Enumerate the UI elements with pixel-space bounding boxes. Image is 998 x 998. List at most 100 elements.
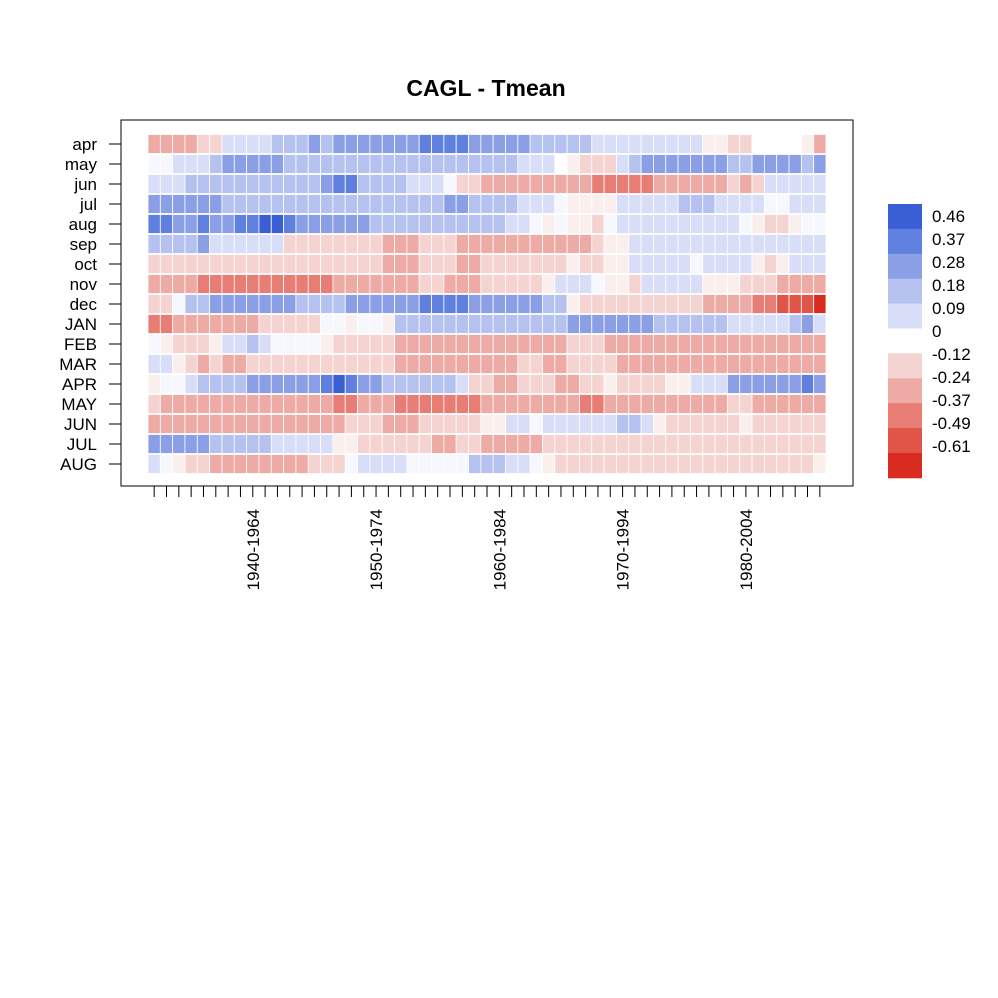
heatmap-cell-jul-18 xyxy=(357,194,371,214)
heatmap-cell-JUN-26 xyxy=(455,414,469,434)
heatmap-cell-oct-23 xyxy=(418,254,432,274)
heatmap-cell-MAY-27 xyxy=(468,394,482,414)
heatmap-cell-apr-43 xyxy=(665,134,679,154)
heatmap-cell-nov-52 xyxy=(776,274,790,294)
heatmap-cell-may-48 xyxy=(726,154,741,174)
heatmap-cell-JUN-43 xyxy=(665,414,679,434)
heatmap-cell-aug-55 xyxy=(813,214,827,234)
heatmap-cell-apr-18 xyxy=(357,134,371,154)
heatmap-cell-AUG-20 xyxy=(381,454,395,474)
heatmap-cell-MAR-26 xyxy=(455,354,469,374)
heatmap-cell-sep-4 xyxy=(184,234,198,254)
heatmap-cell-sep-48 xyxy=(726,234,741,254)
heatmap-cell-apr-24 xyxy=(431,134,445,154)
heatmap-cell-oct-49 xyxy=(739,254,753,274)
heatmap-cell-JUL-28 xyxy=(480,434,494,454)
heatmap-cell-APR-3 xyxy=(172,374,186,394)
legend-label-5: 0.09 xyxy=(932,299,965,318)
heatmap-cell-FEB-11 xyxy=(270,334,284,354)
heatmap-cell-dec-13 xyxy=(295,294,309,314)
heatmap-cell-JUL-38 xyxy=(603,434,617,454)
heatmap-cell-apr-45 xyxy=(690,134,704,154)
heatmap-cell-sep-51 xyxy=(763,234,778,254)
legend-swatch-3 xyxy=(888,253,922,280)
heatmap-cell-aug-45 xyxy=(690,214,704,234)
heatmap-cell-nov-24 xyxy=(431,274,445,294)
heatmap-cell-jun-25 xyxy=(443,174,457,194)
heatmap-cell-jun-37 xyxy=(591,174,605,194)
x-label-1960-1984: 1960-1984 xyxy=(490,509,509,590)
heatmap-cell-FEB-5 xyxy=(196,334,211,354)
heatmap-cell-apr-25 xyxy=(443,134,457,154)
heatmap-cell-jun-36 xyxy=(579,174,593,194)
heatmap-cell-may-43 xyxy=(665,154,679,174)
heatmap-cell-MAY-34 xyxy=(554,394,568,414)
heatmap-cell-JAN-38 xyxy=(603,314,617,334)
heatmap-cell-nov-15 xyxy=(320,274,334,294)
heatmap-cell-MAR-46 xyxy=(702,354,716,374)
heatmap-cell-APR-24 xyxy=(431,374,445,394)
heatmap-cell-jun-26 xyxy=(455,174,469,194)
heatmap-cell-AUG-32 xyxy=(529,454,543,474)
heatmap-cell-aug-26 xyxy=(455,214,469,234)
heatmap-cell-aug-39 xyxy=(616,214,630,234)
heatmap-cell-apr-31 xyxy=(517,134,531,154)
heatmap-cell-sep-36 xyxy=(579,234,593,254)
heatmap-cell-APR-50 xyxy=(751,374,765,394)
heatmap-cell-oct-30 xyxy=(505,254,519,274)
heatmap-cell-jul-33 xyxy=(542,194,556,214)
heatmap-cell-sep-9 xyxy=(246,234,260,254)
heatmap-cell-MAR-38 xyxy=(603,354,617,374)
heatmap-cell-JUL-16 xyxy=(332,434,346,454)
heatmap-cell-MAY-41 xyxy=(640,394,654,414)
heatmap-cell-jul-50 xyxy=(751,194,765,214)
heatmap-cell-may-15 xyxy=(320,154,334,174)
heatmap-cell-dec-52 xyxy=(776,294,790,314)
heatmap-cell-MAY-28 xyxy=(480,394,494,414)
heatmap-cell-FEB-25 xyxy=(443,334,457,354)
heatmap-cell-apr-52 xyxy=(776,134,790,154)
heatmap-cell-may-42 xyxy=(653,154,667,174)
heatmap-cell-MAR-17 xyxy=(344,354,358,374)
heatmap-cell-FEB-27 xyxy=(468,334,482,354)
heatmap-cell-MAR-43 xyxy=(665,354,679,374)
heatmap-cell-sep-35 xyxy=(566,234,580,254)
heatmap-cell-jun-8 xyxy=(233,174,248,194)
legend-label-8: -0.24 xyxy=(932,368,971,387)
heatmap-cell-MAY-54 xyxy=(800,394,815,414)
heatmap-cell-APR-13 xyxy=(295,374,309,394)
heatmap-cell-jul-54 xyxy=(800,194,815,214)
heatmap-cell-JUN-40 xyxy=(628,414,642,434)
heatmap-cell-AUG-10 xyxy=(258,454,272,474)
heatmap-cell-AUG-31 xyxy=(517,454,531,474)
heatmap-cell-jun-47 xyxy=(714,174,728,194)
heatmap-cell-aug-48 xyxy=(726,214,741,234)
heatmap-cell-JUL-31 xyxy=(517,434,531,454)
heatmap-cell-may-55 xyxy=(813,154,827,174)
heatmap-cell-FEB-54 xyxy=(800,334,815,354)
heatmap-cell-MAY-16 xyxy=(332,394,346,414)
heatmap-cell-MAR-21 xyxy=(394,354,408,374)
heatmap-cell-AUG-35 xyxy=(566,454,580,474)
heatmap-cell-apr-20 xyxy=(381,134,395,154)
heatmap-cell-oct-45 xyxy=(690,254,704,274)
heatmap-cell-JUN-23 xyxy=(418,414,432,434)
heatmap-cell-MAR-23 xyxy=(418,354,432,374)
heatmap-cell-MAR-50 xyxy=(751,354,765,374)
legend-label-4: 0.18 xyxy=(932,276,965,295)
heatmap-cell-may-36 xyxy=(579,154,593,174)
heatmap-cell-jun-10 xyxy=(258,174,272,194)
heatmap-cell-sep-50 xyxy=(751,234,765,254)
heatmap-cell-MAY-44 xyxy=(677,394,691,414)
heatmap-cell-aug-43 xyxy=(665,214,679,234)
heatmap-cell-dec-16 xyxy=(332,294,346,314)
heatmap-cell-JAN-40 xyxy=(628,314,642,334)
heatmap-cell-jul-21 xyxy=(394,194,408,214)
heatmap-cell-JUL-19 xyxy=(369,434,383,454)
heatmap-cell-JAN-25 xyxy=(443,314,457,334)
heatmap-cell-JUN-39 xyxy=(616,414,630,434)
heatmap-cell-JAN-35 xyxy=(566,314,580,334)
heatmap-cell-sep-11 xyxy=(270,234,284,254)
heatmap-cell-aug-18 xyxy=(357,214,371,234)
heatmap-cell-may-49 xyxy=(739,154,753,174)
